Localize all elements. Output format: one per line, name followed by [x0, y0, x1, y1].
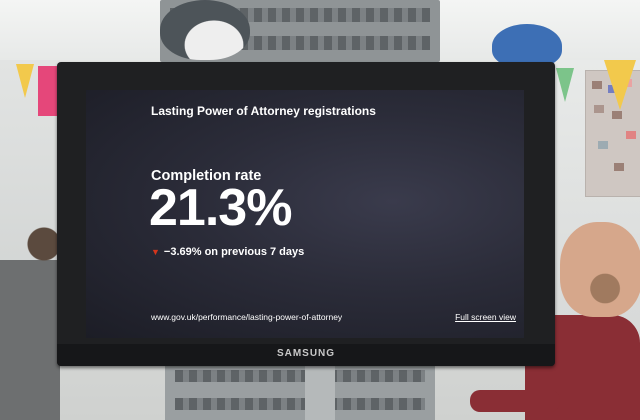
person-right-arm: [470, 390, 560, 412]
down-triangle-icon: ▼: [151, 247, 160, 257]
monitor-chin: [57, 344, 555, 366]
whale-plush-toy: [160, 0, 250, 60]
rack-rail: [175, 398, 425, 410]
metric-label: Completion rate: [151, 168, 262, 184]
equipment-rack-bottom: [165, 360, 435, 420]
bunting-flag: [556, 68, 574, 102]
monitor-stand: [305, 360, 335, 420]
person-left: [0, 220, 60, 420]
metric-change-text: −3.69% on previous 7 days: [163, 246, 305, 258]
person-right-head: [560, 222, 640, 317]
full-screen-view-link[interactable]: Full screen view: [455, 312, 516, 322]
bunting-flag: [604, 60, 636, 110]
monitor-brand-logo: SAMSUNG: [276, 348, 336, 359]
metric-value: 21.3%: [149, 179, 292, 237]
dashboard-title: Lasting Power of Attorney registrations: [151, 104, 376, 118]
dashboard-screen: Lasting Power of Attorney registrations …: [86, 90, 524, 338]
octopus-plush-toy: [492, 24, 562, 68]
performance-url: www.gov.uk/performance/lasting-power-of-…: [151, 312, 343, 322]
bunting-flag: [38, 66, 58, 116]
metric-change: ▼ −3.69% on previous 7 days: [151, 246, 304, 258]
rack-rail: [175, 370, 425, 382]
bunting-flag: [16, 64, 34, 98]
